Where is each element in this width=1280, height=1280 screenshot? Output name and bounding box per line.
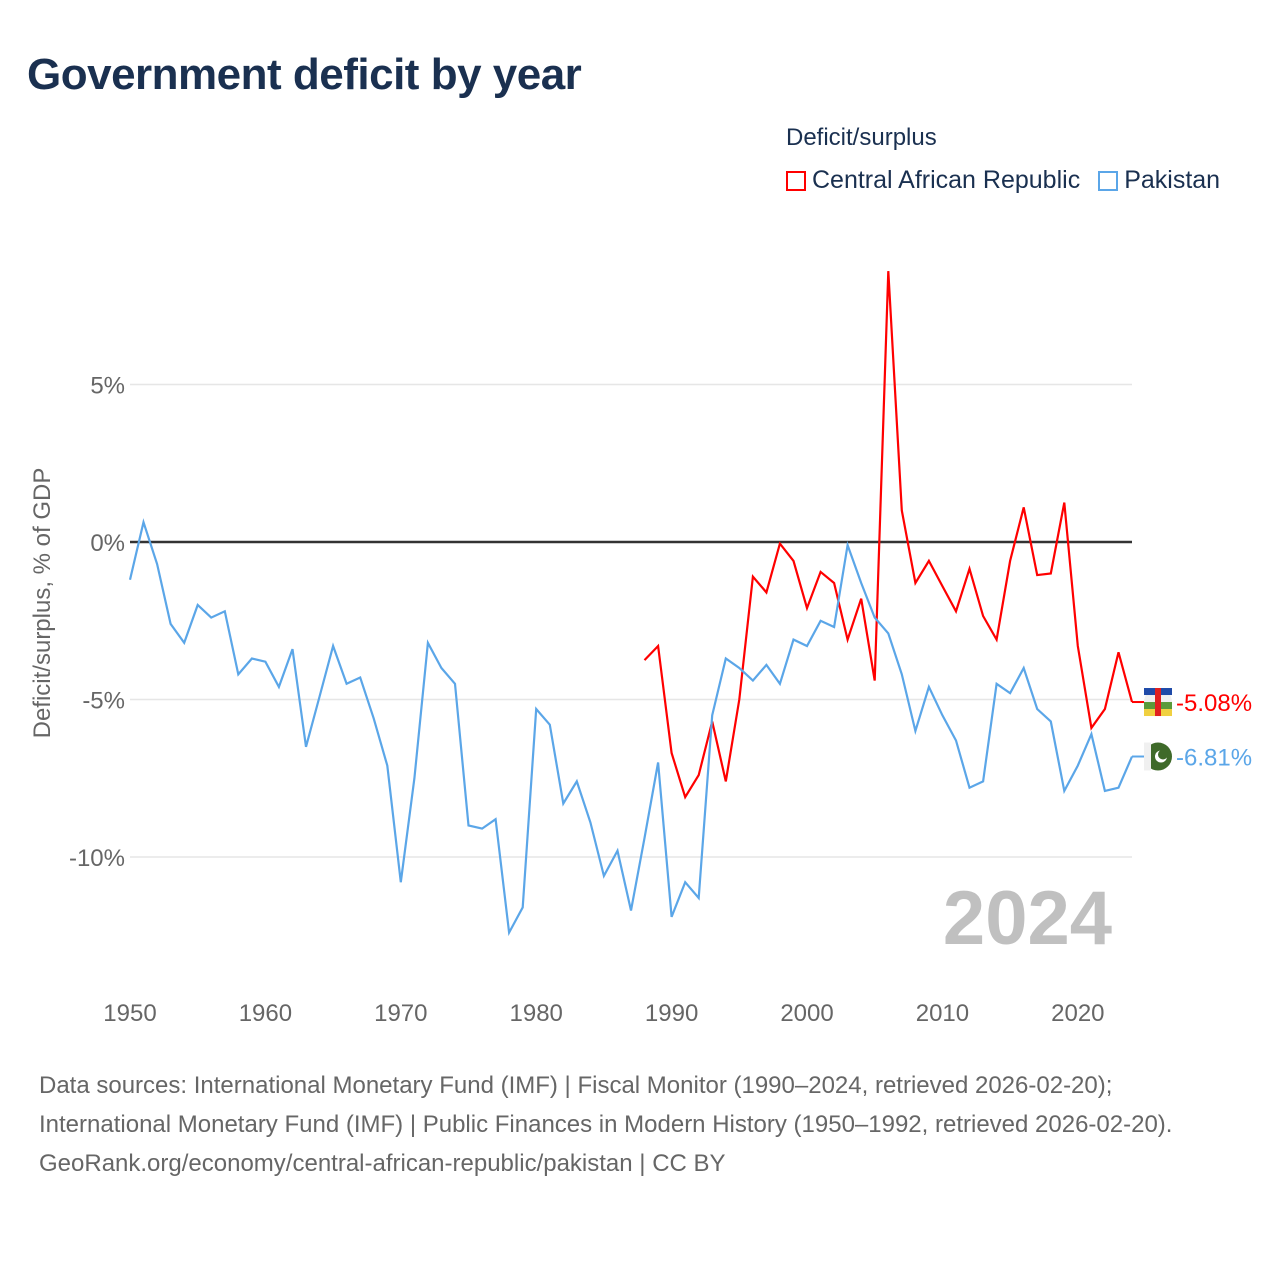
- x-tick-label: 1970: [374, 1000, 427, 1027]
- series-line-pakistan: [128, 518, 1134, 937]
- legend-item-pakistan[interactable]: Pakistan: [1098, 166, 1220, 195]
- y-tick-label: -5%: [82, 688, 125, 715]
- legend-item-car[interactable]: Central African Republic: [786, 166, 1080, 195]
- y-tick-label: 0%: [90, 530, 125, 557]
- year-label: 2024: [943, 876, 1112, 961]
- legend-label-pakistan: Pakistan: [1124, 166, 1221, 194]
- legend-swatch-pakistan: [1098, 170, 1119, 191]
- end-value-label: -5.08%: [1176, 690, 1252, 717]
- data-sources: Data sources: International Monetary Fun…: [39, 1072, 1173, 1138]
- legend-label-car: Central African Republic: [812, 166, 1081, 194]
- pakistan-flag-stripe: [1144, 742, 1151, 771]
- x-tick-label: 2010: [916, 1000, 969, 1027]
- y-tick-label: -10%: [69, 845, 125, 872]
- x-tick-label: 2020: [1051, 1000, 1104, 1027]
- x-tick-label: 1960: [239, 1000, 292, 1027]
- y-axis-label: Deficit/surplus, % of GDP: [29, 468, 56, 739]
- end-value-label: -6.81%: [1176, 745, 1252, 772]
- x-tick-label: 1980: [510, 1000, 563, 1027]
- car-flag-stripe: [1155, 688, 1161, 717]
- y-tick-label: 5%: [90, 373, 125, 400]
- legend: Central African Republic Pakistan: [786, 166, 1220, 195]
- legend-title: Deficit/surplus: [786, 124, 937, 151]
- x-tick-label: 1950: [103, 1000, 156, 1027]
- chart-title: Government deficit by year: [27, 50, 582, 99]
- source-link[interactable]: GeoRank.org/economy/central-african-repu…: [39, 1150, 726, 1177]
- x-tick-label: 2000: [780, 1000, 833, 1027]
- footer: Data sources: International Monetary Fun…: [39, 1066, 1239, 1183]
- series-line-car: [643, 271, 1134, 800]
- legend-swatch-car: [786, 170, 806, 191]
- x-tick-label: 1990: [645, 1000, 698, 1027]
- pakistan-flag-crescent: [1158, 749, 1168, 760]
- line-chart: 5% 0% -5% -10% 1950 1960 1970 1980 1990 2000 2010 2…: [29, 271, 1252, 1027]
